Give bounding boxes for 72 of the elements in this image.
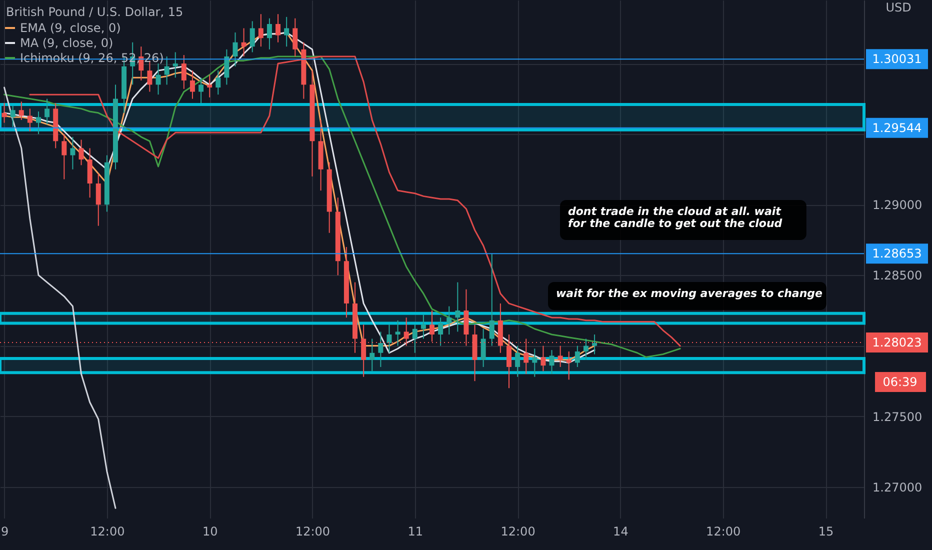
candlestick bbox=[386, 324, 392, 354]
x-tick-label: 12:00 bbox=[706, 524, 741, 538]
candlestick bbox=[232, 32, 238, 67]
candlestick bbox=[370, 338, 375, 372]
annotation: dont trade in the cloud at all. wait for the candle to get out the cloud bbox=[568, 205, 782, 230]
candlestick bbox=[420, 314, 426, 340]
ref-line-label: 1.29544 bbox=[872, 120, 922, 135]
x-tick-label: 10 bbox=[202, 524, 218, 538]
candlestick bbox=[446, 306, 452, 336]
y-axis-title: USD bbox=[886, 0, 912, 14]
candlestick bbox=[480, 328, 486, 368]
y-tick-label: 1.27000 bbox=[872, 480, 922, 494]
y-tick-label: 1.27500 bbox=[872, 410, 922, 424]
candlestick bbox=[276, 14, 281, 43]
candlestick bbox=[515, 345, 520, 378]
candlestick bbox=[70, 136, 76, 170]
x-tick-label: 12:00 bbox=[295, 524, 330, 538]
legend-label: EMA (9, close, 0) bbox=[20, 21, 121, 35]
x-tick-label: 9 bbox=[0, 524, 9, 538]
candlestick bbox=[532, 348, 538, 378]
candlestick bbox=[62, 134, 67, 180]
candlestick bbox=[18, 101, 24, 120]
x-tick-label: 11 bbox=[408, 524, 424, 538]
candlestick bbox=[489, 254, 494, 346]
candlestick bbox=[412, 324, 418, 354]
candlestick bbox=[172, 52, 178, 78]
line-series bbox=[4, 86, 116, 509]
candlestick bbox=[181, 54, 186, 90]
y-tick-label: 1.29000 bbox=[872, 198, 922, 212]
candlestick bbox=[87, 148, 92, 198]
chart-title: British Pound / U.S. Dollar, 15 bbox=[6, 5, 184, 19]
candlestick bbox=[455, 282, 460, 332]
ref-line-label: 1.28653 bbox=[872, 246, 922, 261]
candlestick bbox=[78, 139, 84, 166]
candlestick bbox=[27, 108, 32, 132]
ref-line-label: 1.30031 bbox=[872, 52, 922, 66]
y-tick-label: 1.28500 bbox=[872, 268, 922, 283]
candlestick bbox=[156, 63, 161, 96]
annotation: wait for the ex moving averages to change bbox=[556, 287, 824, 300]
candlestick bbox=[395, 320, 400, 346]
candlestick bbox=[224, 48, 230, 86]
candlestick bbox=[2, 102, 7, 124]
candlestick bbox=[250, 20, 255, 53]
candlestick bbox=[549, 350, 554, 375]
candlestick bbox=[164, 56, 170, 86]
candlestick bbox=[96, 173, 101, 226]
candlestick bbox=[284, 16, 290, 48]
candlestick bbox=[378, 331, 384, 368]
x-tick-label: 12:00 bbox=[90, 524, 125, 538]
candlestick bbox=[190, 70, 195, 100]
candlestick bbox=[438, 317, 444, 346]
ref-line-label: 1.28023 bbox=[872, 336, 922, 350]
candlestick bbox=[574, 345, 580, 368]
candlestick bbox=[216, 70, 221, 96]
x-tick-label: 15 bbox=[818, 524, 834, 538]
candlestick bbox=[36, 111, 41, 135]
candlestick bbox=[558, 345, 563, 368]
candlestick bbox=[44, 98, 50, 125]
text: 06:39 bbox=[882, 375, 918, 389]
candlestick bbox=[241, 28, 246, 57]
x-tick-label: 14 bbox=[613, 524, 628, 538]
candlestick bbox=[292, 18, 298, 57]
candlestick bbox=[198, 77, 204, 104]
x-tick-label: 12:00 bbox=[500, 524, 536, 538]
candlestick bbox=[592, 334, 598, 355]
candlestick bbox=[583, 338, 588, 360]
candlestick bbox=[207, 74, 212, 98]
legend-label: MA (9, close, 0) bbox=[20, 36, 114, 50]
candlestick bbox=[540, 345, 546, 372]
candlestick bbox=[10, 105, 16, 128]
candlestick bbox=[258, 14, 264, 48]
candlestick bbox=[266, 18, 272, 50]
